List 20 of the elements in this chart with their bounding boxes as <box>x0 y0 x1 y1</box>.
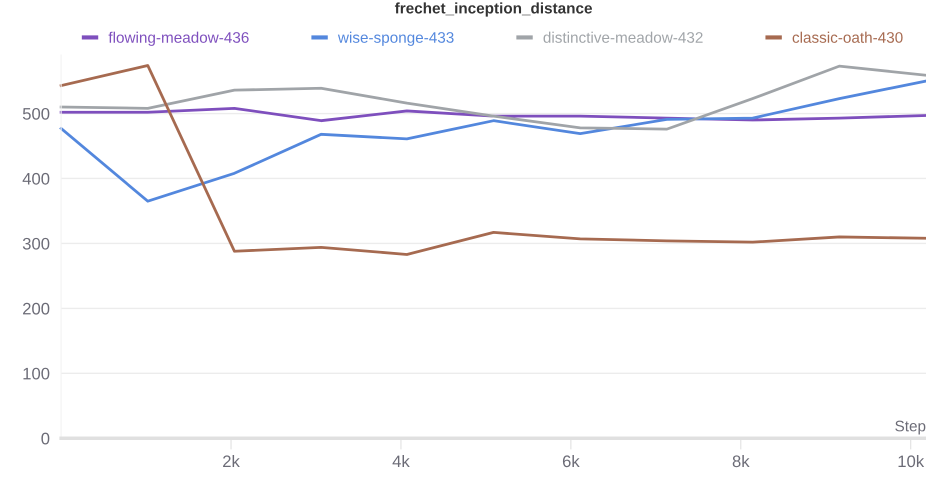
line-series <box>60 64 926 256</box>
x-tick-label: 8k <box>732 454 750 468</box>
legend-label: wise-sponge-433 <box>338 32 454 46</box>
x-tick-label: 2k <box>223 454 240 468</box>
y-tick-label: 500 <box>22 108 50 120</box>
legend-label: classic-oath-430 <box>792 32 903 43</box>
legend-label: distinctive-meadow-432 <box>544 32 703 43</box>
y-tick-label: 100 <box>23 368 50 380</box>
line-series <box>60 80 926 203</box>
x-tick-label: 6k <box>562 454 580 468</box>
y-tick-label: 300 <box>22 238 50 250</box>
x-axis-title: Step <box>895 420 926 434</box>
y-tick-label: 0 <box>41 432 50 444</box>
line-series <box>60 64 926 131</box>
chart-title: frechet_inception_distance <box>394 2 592 17</box>
x-tick-label: 10k <box>898 454 924 468</box>
y-tick-label: 400 <box>22 172 50 185</box>
legend-label: flowing-meadow-436 <box>108 32 249 46</box>
y-tick-label: 200 <box>23 302 50 315</box>
x-tick-label: 4k <box>392 454 410 468</box>
